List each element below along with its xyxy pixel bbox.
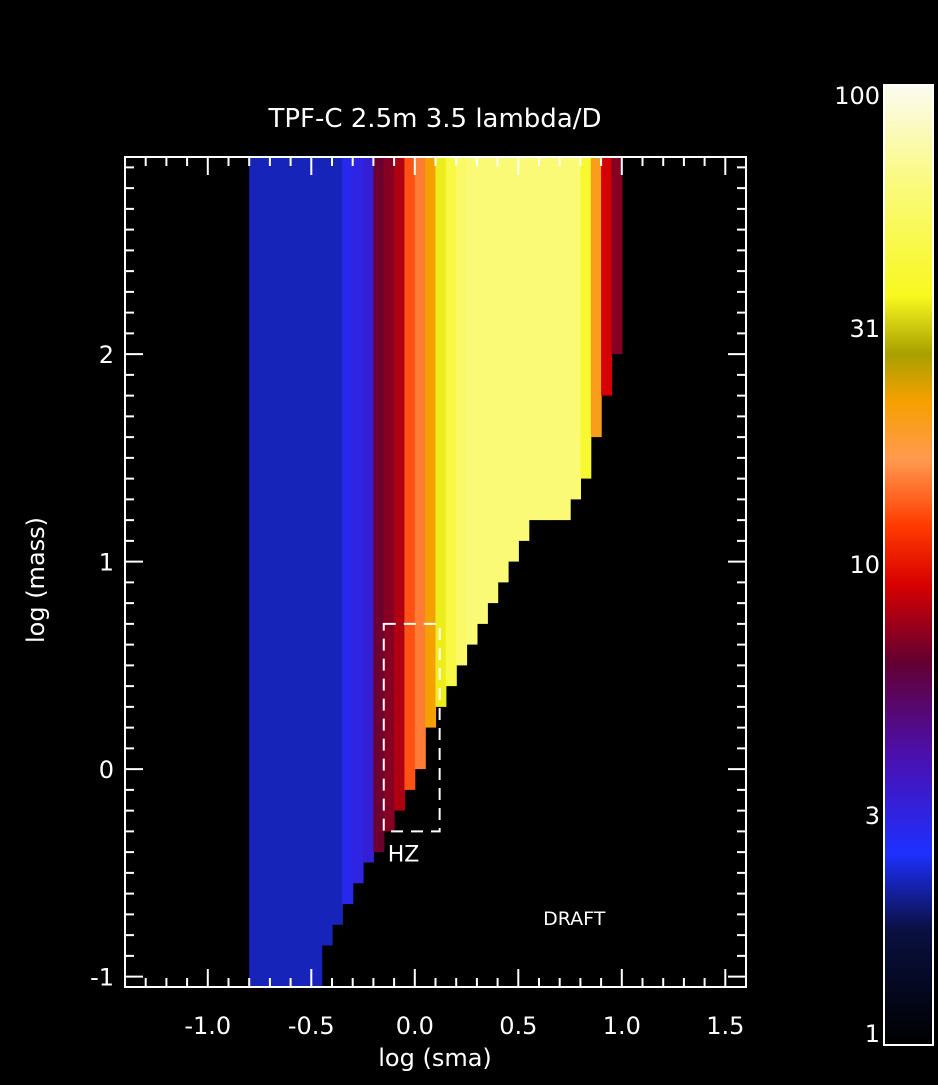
heatmap-column bbox=[435, 157, 447, 707]
heatmap-column bbox=[611, 157, 623, 355]
colorbar-tick-label: 100 bbox=[834, 82, 880, 110]
heatmap-column bbox=[352, 157, 364, 884]
heatmap-column bbox=[549, 157, 561, 521]
heatmap-column bbox=[321, 157, 333, 946]
heatmap-column bbox=[466, 157, 478, 645]
axis-ticks bbox=[124, 157, 747, 987]
x-tick-label: 1.5 bbox=[706, 1012, 744, 1040]
draft-label: DRAFT bbox=[543, 908, 606, 930]
heatmap-column bbox=[249, 157, 261, 987]
heatmap-column bbox=[539, 157, 550, 521]
heatmap-column bbox=[590, 157, 602, 438]
heatmap-column bbox=[570, 157, 581, 500]
heatmap-column bbox=[311, 157, 323, 987]
heatmap-column bbox=[507, 157, 519, 562]
y-tick-label: 2 bbox=[99, 341, 114, 369]
heatmap-column bbox=[559, 157, 571, 521]
heatmap-column bbox=[342, 157, 354, 904]
y-tick-label: 1 bbox=[99, 549, 114, 577]
x-tick-label: -0.5 bbox=[288, 1012, 335, 1040]
x-tick-label: -1.0 bbox=[184, 1012, 231, 1040]
heatmap-column bbox=[580, 157, 592, 479]
heatmap-column bbox=[404, 157, 416, 790]
heatmap-cells bbox=[249, 157, 623, 987]
hz-box bbox=[382, 622, 441, 833]
heatmap-column bbox=[414, 157, 426, 770]
heatmap-column bbox=[394, 157, 406, 811]
heatmap-column bbox=[373, 157, 385, 853]
colorbar-tick-label: 31 bbox=[849, 315, 880, 343]
chart-title: TPF-C 2.5m 3.5 lambda/D bbox=[267, 104, 601, 134]
heatmap-column bbox=[456, 157, 468, 666]
y-tick-label: -1 bbox=[90, 964, 114, 992]
heatmap-column bbox=[425, 157, 437, 728]
hz-label: HZ bbox=[388, 842, 420, 867]
heatmap-column bbox=[280, 157, 292, 987]
heatmap-column bbox=[497, 157, 509, 583]
heatmap-column bbox=[259, 157, 271, 987]
colorbar bbox=[883, 84, 934, 1046]
x-tick-label: 0.0 bbox=[396, 1012, 434, 1040]
colorbar-tick-label: 10 bbox=[849, 551, 880, 579]
x-tick-label: 1.0 bbox=[603, 1012, 641, 1040]
y-axis-label: log (mass) bbox=[22, 517, 50, 643]
heatmap-column bbox=[528, 157, 540, 521]
y-tick-label: 0 bbox=[99, 756, 114, 784]
heatmap-column bbox=[290, 157, 302, 987]
heatmap-column bbox=[269, 157, 281, 987]
x-tick-label: 0.5 bbox=[499, 1012, 537, 1040]
x-axis-label: log (sma) bbox=[378, 1044, 492, 1072]
heatmap-column bbox=[518, 157, 530, 541]
heatmap-column bbox=[300, 157, 312, 987]
heatmap-column bbox=[445, 157, 457, 687]
colorbar-tick-label: 1 bbox=[865, 1020, 880, 1048]
heatmap-column bbox=[332, 157, 343, 925]
heatmap-column bbox=[487, 157, 499, 604]
heatmap-column bbox=[383, 157, 395, 832]
heatmap-column bbox=[363, 157, 374, 863]
colorbar-tick-label: 3 bbox=[865, 802, 880, 830]
heatmap-column bbox=[476, 157, 488, 624]
heatmap-column bbox=[601, 157, 613, 396]
